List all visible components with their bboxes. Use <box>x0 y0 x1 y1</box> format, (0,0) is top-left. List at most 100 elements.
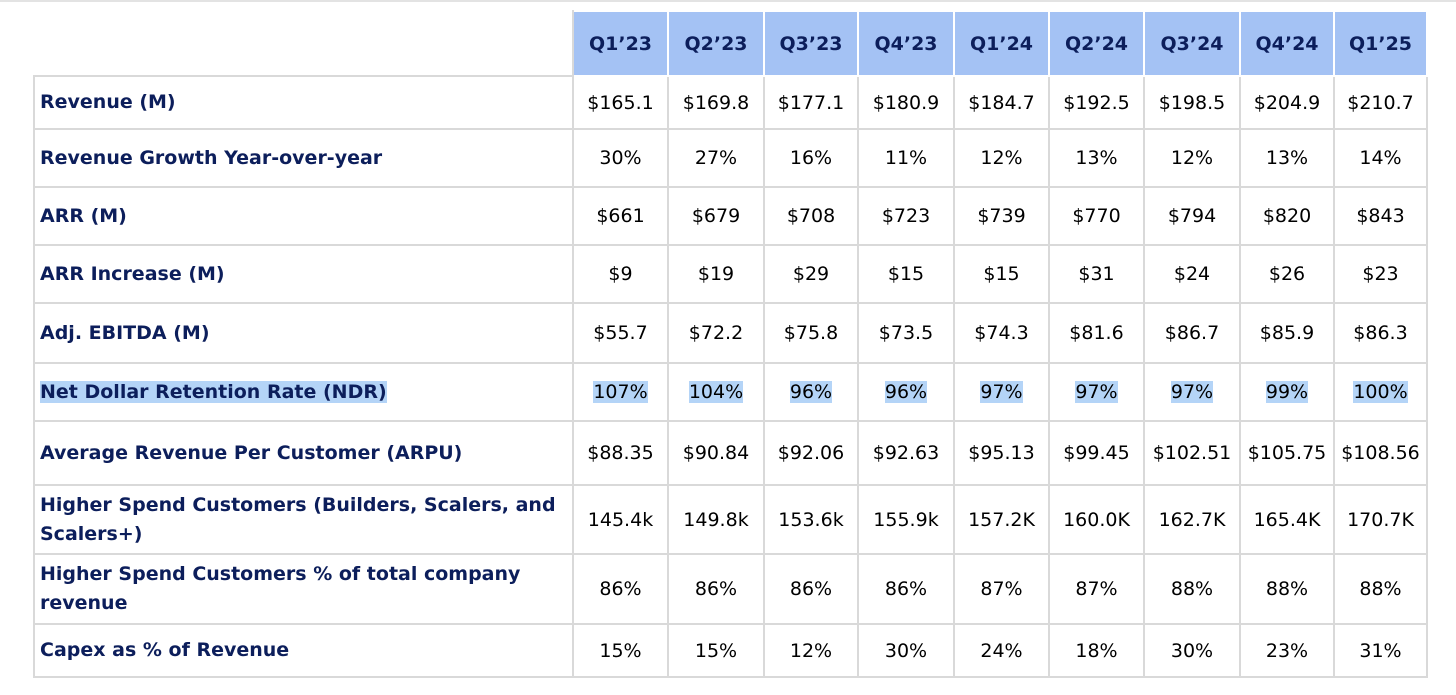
value-cell[interactable]: 157.2K <box>953 484 1050 555</box>
value-cell[interactable]: 88% <box>1143 553 1241 625</box>
value-cell[interactable]: 165.4K <box>1239 484 1335 555</box>
value-cell[interactable]: 155.9k <box>857 484 955 555</box>
value-cell[interactable]: 16% <box>763 128 859 188</box>
value-cell[interactable]: 96% <box>857 362 955 422</box>
value-cell[interactable]: 86% <box>763 553 859 625</box>
value-cell[interactable]: $198.5 <box>1143 75 1241 130</box>
value-cell[interactable]: 170.7K <box>1333 484 1428 555</box>
value-cell[interactable]: 13% <box>1048 128 1145 188</box>
value-cell[interactable]: $679 <box>667 186 765 246</box>
value-cell[interactable]: $73.5 <box>857 302 955 364</box>
value-cell[interactable]: 153.6k <box>763 484 859 555</box>
value-cell[interactable]: 145.4k <box>572 484 669 555</box>
value-cell[interactable]: 99% <box>1239 362 1335 422</box>
value-cell[interactable]: 162.7K <box>1143 484 1241 555</box>
row-label-cell[interactable]: ARR Increase (M) <box>33 244 574 304</box>
value-cell[interactable]: $88.35 <box>572 420 669 486</box>
value-cell[interactable]: $92.63 <box>857 420 955 486</box>
value-cell[interactable]: $72.2 <box>667 302 765 364</box>
value-cell[interactable]: $210.7 <box>1333 75 1428 130</box>
value-cell[interactable]: 18% <box>1048 623 1145 678</box>
value-cell[interactable]: $19 <box>667 244 765 304</box>
value-cell[interactable]: $99.45 <box>1048 420 1145 486</box>
value-cell[interactable]: 97% <box>953 362 1050 422</box>
row-label-cell[interactable]: Adj. EBITDA (M) <box>33 302 574 364</box>
value-cell[interactable]: $86.7 <box>1143 302 1241 364</box>
value-cell[interactable]: $86.3 <box>1333 302 1428 364</box>
value-cell[interactable]: $192.5 <box>1048 75 1145 130</box>
value-cell[interactable]: 88% <box>1239 553 1335 625</box>
value-cell[interactable]: 87% <box>1048 553 1145 625</box>
value-cell[interactable]: $708 <box>763 186 859 246</box>
value-cell[interactable]: $9 <box>572 244 669 304</box>
value-cell[interactable]: $24 <box>1143 244 1241 304</box>
value-cell[interactable]: $770 <box>1048 186 1145 246</box>
value-cell[interactable]: $180.9 <box>857 75 955 130</box>
value-cell[interactable]: $723 <box>857 186 955 246</box>
value-cell[interactable]: $165.1 <box>572 75 669 130</box>
value-cell[interactable]: 97% <box>1143 362 1241 422</box>
value-cell[interactable]: $661 <box>572 186 669 246</box>
value-cell[interactable]: $29 <box>763 244 859 304</box>
value-cell[interactable]: $92.06 <box>763 420 859 486</box>
row-label-cell[interactable]: ARR (M) <box>33 186 574 246</box>
value-cell[interactable]: $23 <box>1333 244 1428 304</box>
value-cell[interactable]: 88% <box>1333 553 1428 625</box>
value-cell[interactable]: 31% <box>1333 623 1428 678</box>
value-cell[interactable]: $204.9 <box>1239 75 1335 130</box>
value-cell[interactable]: 14% <box>1333 128 1428 188</box>
value-cell[interactable]: 104% <box>667 362 765 422</box>
value-cell[interactable]: 86% <box>667 553 765 625</box>
value-cell[interactable]: 30% <box>857 623 955 678</box>
value-cell[interactable]: $794 <box>1143 186 1241 246</box>
value-cell[interactable]: $102.51 <box>1143 420 1241 486</box>
value-cell[interactable]: $85.9 <box>1239 302 1335 364</box>
value-cell[interactable]: 24% <box>953 623 1050 678</box>
value-cell[interactable]: 13% <box>1239 128 1335 188</box>
row-label-cell[interactable]: Revenue (M) <box>33 75 574 130</box>
value-cell[interactable]: $31 <box>1048 244 1145 304</box>
value-cell[interactable]: 30% <box>1143 623 1241 678</box>
value-cell[interactable]: $74.3 <box>953 302 1050 364</box>
value-cell[interactable]: 12% <box>763 623 859 678</box>
value-cell[interactable]: 15% <box>572 623 669 678</box>
value-cell[interactable]: $81.6 <box>1048 302 1145 364</box>
value-cell[interactable]: $90.84 <box>667 420 765 486</box>
value-cell[interactable]: 12% <box>1143 128 1241 188</box>
row-label-cell[interactable]: Higher Spend Customers % of total compan… <box>33 553 574 625</box>
value-cell[interactable]: 23% <box>1239 623 1335 678</box>
value-cell[interactable]: $739 <box>953 186 1050 246</box>
value-cell[interactable]: 160.0K <box>1048 484 1145 555</box>
value-cell[interactable]: 11% <box>857 128 955 188</box>
value-cell[interactable]: $15 <box>857 244 955 304</box>
row-label-cell[interactable]: Capex as % of Revenue <box>33 623 574 678</box>
value-cell[interactable]: $26 <box>1239 244 1335 304</box>
row-label-cell[interactable]: Higher Spend Customers (Builders, Scaler… <box>33 484 574 555</box>
row-label-cell[interactable]: Average Revenue Per Customer (ARPU) <box>33 420 574 486</box>
row-label-cell[interactable]: Net Dollar Retention Rate (NDR) <box>33 362 574 422</box>
value-cell[interactable]: 149.8k <box>667 484 765 555</box>
value-cell[interactable]: $15 <box>953 244 1050 304</box>
value-cell[interactable]: 97% <box>1048 362 1145 422</box>
value-cell[interactable]: 107% <box>572 362 669 422</box>
value-cell[interactable]: 100% <box>1333 362 1428 422</box>
value-cell[interactable]: $105.75 <box>1239 420 1335 486</box>
value-cell[interactable]: 87% <box>953 553 1050 625</box>
value-cell[interactable]: 86% <box>572 553 669 625</box>
value-cell[interactable]: $177.1 <box>763 75 859 130</box>
value-cell[interactable]: 12% <box>953 128 1050 188</box>
value-cell[interactable]: 86% <box>857 553 955 625</box>
value-cell[interactable]: $169.8 <box>667 75 765 130</box>
value-cell[interactable]: $820 <box>1239 186 1335 246</box>
value-cell[interactable]: $184.7 <box>953 75 1050 130</box>
value-cell[interactable]: 15% <box>667 623 765 678</box>
value-cell[interactable]: $55.7 <box>572 302 669 364</box>
value-cell[interactable]: $95.13 <box>953 420 1050 486</box>
value-cell[interactable]: $108.56 <box>1333 420 1428 486</box>
value-cell[interactable]: 27% <box>667 128 765 188</box>
row-label-cell[interactable]: Revenue Growth Year-over-year <box>33 128 574 188</box>
value-cell[interactable]: $75.8 <box>763 302 859 364</box>
value-cell[interactable]: 30% <box>572 128 669 188</box>
value-cell[interactable]: $843 <box>1333 186 1428 246</box>
value-cell[interactable]: 96% <box>763 362 859 422</box>
